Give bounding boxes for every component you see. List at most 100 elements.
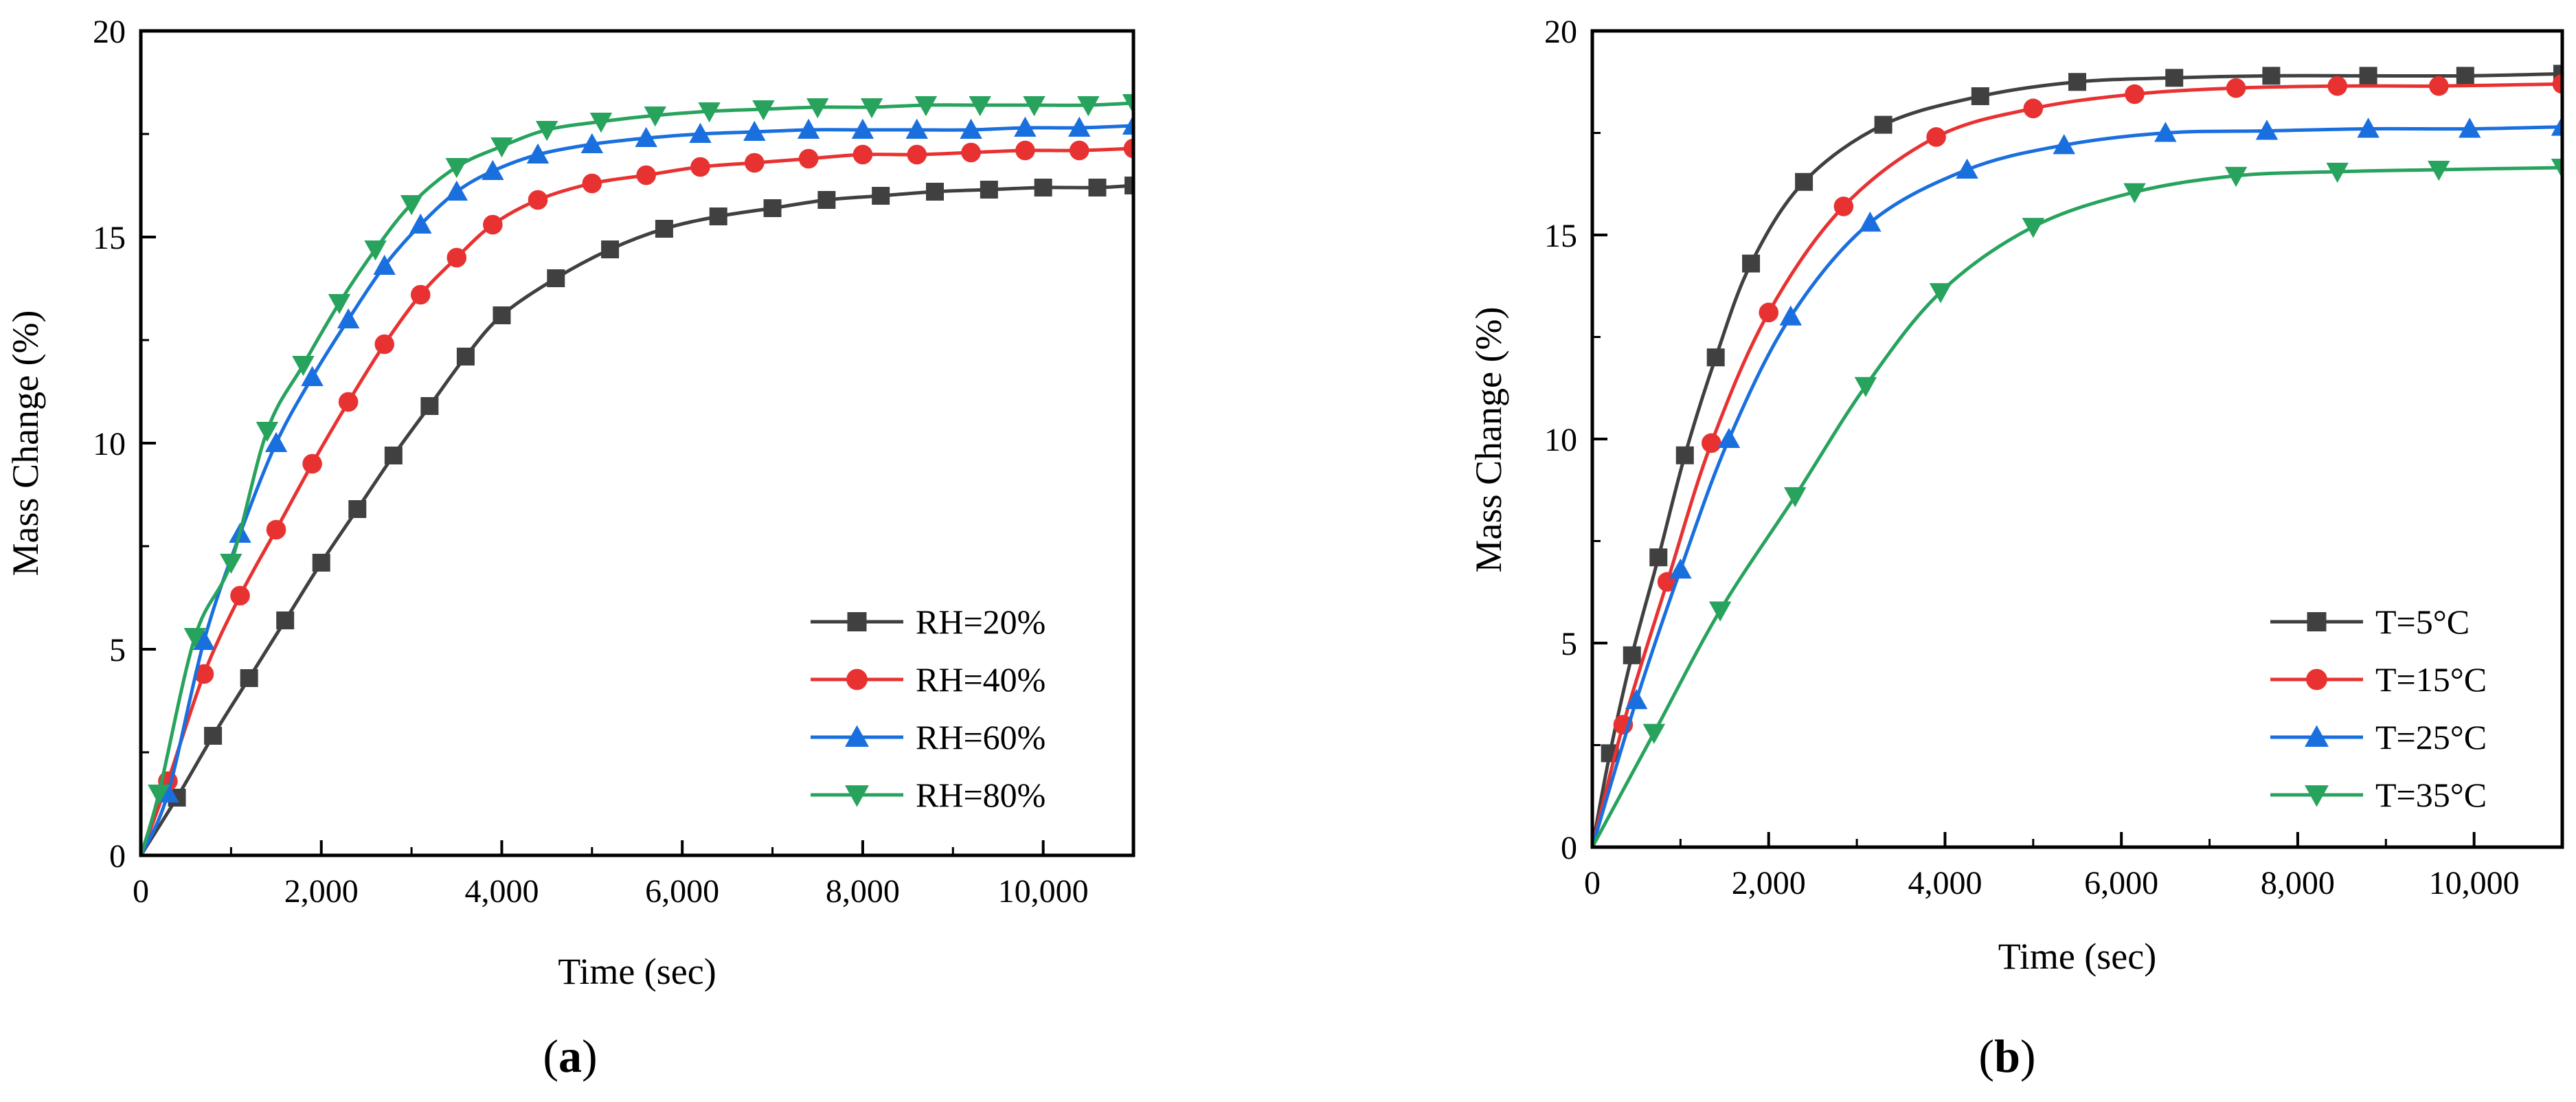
data-point: [2068, 73, 2086, 91]
data-point: [490, 137, 513, 158]
data-point: [926, 183, 944, 201]
series-line-T=25°C: [1592, 125, 2562, 847]
x-tick-label: 6,000: [2084, 865, 2158, 901]
series-T=35°C: [1592, 158, 2562, 847]
legend-marker: [846, 668, 868, 690]
x-tick-label: 0: [1584, 865, 1601, 901]
data-point: [2255, 120, 2279, 140]
legend-label: T=35°C: [2375, 776, 2487, 814]
data-point: [384, 447, 403, 464]
data-point: [264, 431, 288, 452]
data-point: [420, 397, 439, 415]
legend-marker: [845, 725, 869, 747]
data-point: [2053, 134, 2075, 155]
data-point: [1759, 302, 1779, 323]
data-point: [798, 148, 819, 169]
data-point: [851, 118, 874, 139]
chart-panel-b: 0 2,000 4,000 6,000 8,000 10,000 0 5 10 15 20 Time …: [1468, 14, 2564, 1082]
chart-panel-a: 0 2,000 4,000 6,000 8,000 10,000 0 5 10 15 20 Time …: [5, 14, 1136, 1082]
data-point: [2165, 69, 2184, 87]
data-point: [914, 96, 938, 117]
y-axis-title: Mass Change (%): [1468, 307, 1509, 573]
data-point: [266, 519, 286, 540]
data-point: [240, 669, 258, 687]
legend: T=5°C T=15°C T=25°C T=35°C: [2270, 603, 2487, 814]
data-point: [797, 118, 820, 139]
data-point: [364, 240, 387, 261]
series-RH=20%: [141, 177, 1133, 855]
y-tick-label: 15: [1544, 218, 1577, 254]
data-point: [1649, 548, 1668, 567]
data-point: [1874, 115, 1893, 134]
legend-marker: [847, 612, 867, 631]
data-point: [2359, 67, 2377, 85]
data-point: [194, 664, 214, 684]
data-point: [301, 366, 324, 386]
series-T=25°C: [1592, 115, 2562, 847]
legend-marker: [2306, 668, 2327, 690]
data-point: [2326, 162, 2349, 183]
data-point: [220, 554, 242, 574]
data-point: [1859, 211, 1882, 232]
data-point: [1783, 487, 1807, 508]
data-point: [1669, 558, 1692, 579]
data-point: [1717, 427, 1741, 448]
data-point: [2428, 160, 2450, 181]
data-point: [447, 247, 467, 268]
data-point: [1642, 723, 1666, 744]
data-point: [589, 113, 613, 133]
data-point: [2125, 84, 2145, 104]
series-line-T=35°C: [1592, 166, 2562, 847]
data-point: [483, 214, 503, 235]
x-tick-label: 8,000: [2261, 865, 2335, 901]
data-point: [655, 220, 673, 238]
data-point: [752, 100, 775, 121]
data-point: [1675, 446, 1694, 464]
data-point: [2023, 98, 2044, 119]
data-point: [2123, 183, 2146, 203]
legend: RH=20% RH=40% RH=60% RH=80%: [811, 603, 1046, 814]
data-point: [1706, 348, 1725, 367]
data-point: [1708, 601, 1732, 622]
data-point: [905, 118, 928, 139]
y-tick-label: 0: [109, 838, 126, 875]
data-point: [2226, 78, 2246, 98]
legend-label: RH=20%: [916, 603, 1046, 641]
data-point: [1795, 172, 1814, 191]
data-point: [2552, 74, 2562, 94]
data-point: [1034, 179, 1052, 196]
data-point: [1971, 87, 1989, 106]
data-point: [1067, 116, 1091, 137]
legend-marker: [2307, 612, 2327, 631]
data-point: [276, 611, 295, 629]
x-tick-label: 10,000: [998, 873, 1089, 910]
data-point: [1956, 158, 1978, 179]
data-point: [1088, 179, 1107, 196]
data-point: [860, 98, 883, 119]
data-point: [1779, 305, 1803, 326]
data-point: [1742, 254, 1761, 273]
data-point: [328, 294, 351, 315]
data-point: [373, 254, 396, 275]
data-point: [183, 628, 207, 649]
data-point: [535, 121, 558, 142]
data-point: [1125, 177, 1133, 194]
data-point: [1625, 688, 1648, 710]
data-point: [230, 585, 250, 606]
data-point: [2022, 218, 2045, 238]
x-tick-label: 6,000: [645, 873, 719, 910]
x-tick-label: 4,000: [464, 873, 539, 910]
data-point: [292, 356, 315, 376]
data-point: [445, 158, 468, 179]
data-point: [980, 181, 998, 199]
x-tick-label: 0: [133, 873, 149, 910]
data-point: [969, 96, 991, 117]
series-RH=40%: [141, 138, 1133, 855]
data-point: [743, 120, 766, 141]
data-point: [2154, 122, 2177, 142]
data-point: [1122, 114, 1133, 135]
data-point: [689, 122, 712, 143]
data-point: [1623, 646, 1641, 664]
data-point: [1023, 96, 1046, 117]
